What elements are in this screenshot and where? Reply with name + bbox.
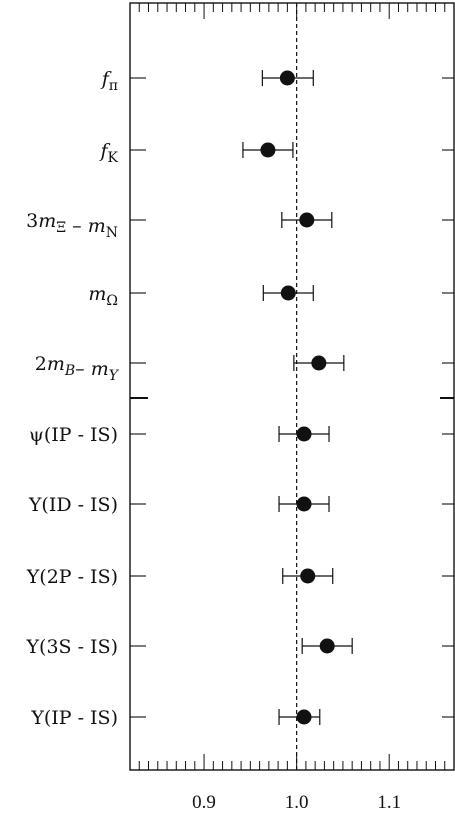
data-row: 3mΞ – mN xyxy=(26,210,454,241)
data-point xyxy=(300,568,316,584)
data-row: fK xyxy=(98,140,454,166)
data-row: fπ xyxy=(100,68,454,94)
data-row: mΩ xyxy=(88,283,454,309)
row-label: Υ(IP - IS) xyxy=(30,707,118,729)
data-row: Υ(2P - IS) xyxy=(26,566,454,588)
row-label: Υ(ID - IS) xyxy=(28,494,118,516)
data-point xyxy=(296,709,312,725)
row-label: Υ(3S - IS) xyxy=(26,636,119,658)
row-label: Υ(2P - IS) xyxy=(26,566,118,588)
data-point xyxy=(299,212,315,228)
x-tick-label: 1.1 xyxy=(377,792,401,813)
plot-frame xyxy=(129,2,455,771)
data-point xyxy=(280,285,296,301)
data-row: Υ(ID - IS) xyxy=(28,494,454,516)
x-tick-label: 1.0 xyxy=(285,792,309,813)
row-label: fK xyxy=(98,140,118,166)
data-point xyxy=(296,426,312,442)
data-rows: fπ fK 3mΞ – mN mΩ 2mB– mY ψ(IP - IS) Υ(ID - IS… xyxy=(26,68,454,729)
row-label: 3mΞ – mN xyxy=(26,210,118,241)
minor-ticks xyxy=(129,3,455,770)
data-point xyxy=(319,638,335,654)
data-point xyxy=(296,496,312,512)
x-axis-ticks: 0.9 1.0 1.1 xyxy=(192,792,401,813)
row-label: ψ(IP - IS) xyxy=(29,424,118,446)
x-tick-label: 0.9 xyxy=(192,792,216,813)
data-point xyxy=(260,142,276,158)
row-label: 2mB– mY xyxy=(35,353,120,384)
row-label: mΩ xyxy=(88,283,118,309)
data-row: 2mB– mY xyxy=(35,353,454,384)
data-row: ψ(IP - IS) xyxy=(29,424,454,446)
row-label: fπ xyxy=(100,68,118,94)
data-point xyxy=(311,355,327,371)
data-point xyxy=(279,70,295,86)
data-row: Υ(3S - IS) xyxy=(26,636,454,658)
data-row: Υ(IP - IS) xyxy=(30,707,454,729)
